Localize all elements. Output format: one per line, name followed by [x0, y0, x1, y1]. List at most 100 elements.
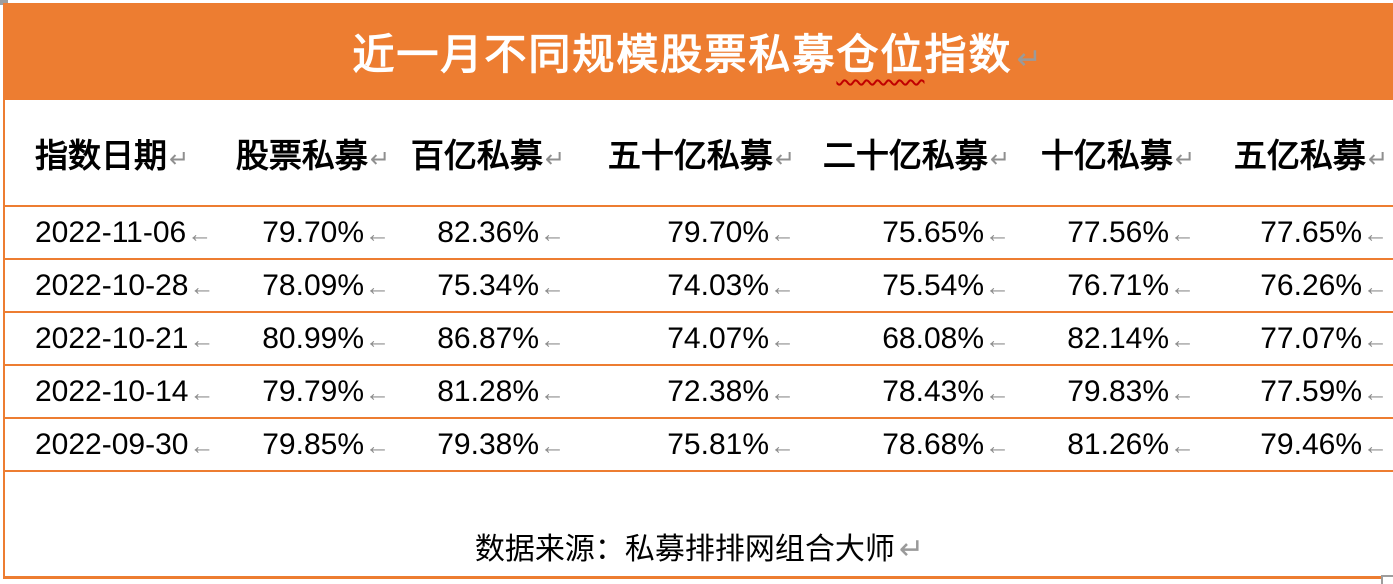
table-cell: 2022-09-30← — [4, 418, 211, 472]
header-row: 指数日期↵ 股票私募↵ 百亿私募↵ 五十亿私募↵ 二十亿私募↵ 十亿私募↵ 五亿… — [4, 100, 1393, 207]
cell-value: 79.79% — [262, 374, 364, 408]
spellcheck-underlined-text: 仓位 — [836, 31, 925, 78]
cell-value: 79.83% — [1067, 374, 1169, 408]
table-cell: 78.09%← — [211, 259, 396, 313]
cell-value: 78.68% — [882, 427, 984, 461]
cell-end-mark-icon: ← — [1363, 325, 1388, 354]
cell-value: 2022-10-14 — [35, 374, 189, 408]
cell-end-mark-icon: ← — [985, 378, 1010, 407]
table-cell: 75.65%← — [801, 206, 1016, 260]
table-cell: 75.54%← — [801, 259, 1016, 313]
header-label: 五十亿私募 — [607, 136, 773, 174]
cell-value: 77.65% — [1260, 215, 1362, 249]
cell-value: 2022-10-21 — [35, 321, 189, 355]
cell-end-mark-icon: ← — [1363, 378, 1388, 407]
cell-end-mark-icon: ← — [770, 325, 795, 354]
cell-end-mark-icon: ← — [540, 272, 565, 301]
paragraph-mark-icon: ↵ — [369, 145, 390, 173]
table-cell: 86.87%← — [396, 312, 571, 366]
table-cell: 2022-10-14← — [4, 365, 211, 419]
cell-value: 81.26% — [1067, 427, 1169, 461]
cell-value: 77.56% — [1067, 215, 1169, 249]
cell-end-mark-icon: ← — [770, 378, 795, 407]
table-cell: 78.68%← — [801, 418, 1016, 472]
table-cell: 75.34%← — [396, 259, 571, 313]
table-cell: 74.03%← — [571, 259, 801, 313]
table-move-handle-icon[interactable] — [0, 0, 8, 5]
table-cell: 77.65%← — [1201, 206, 1393, 260]
cell-value: 79.70% — [262, 215, 364, 249]
header-label: 二十亿私募 — [822, 136, 988, 174]
cell-end-mark-icon: ← — [770, 431, 795, 460]
cell-value: 75.81% — [667, 427, 769, 461]
table-row: 2022-10-14← 79.79%← 81.28%← 72.38%← 78.4… — [4, 365, 1393, 419]
table-cell: 78.43%← — [801, 365, 1016, 419]
table-cell: 72.38%← — [571, 365, 801, 419]
header-cell: 十亿私募↵ — [1016, 100, 1201, 207]
cell-end-mark-icon: ← — [1170, 378, 1195, 407]
header-cell: 指数日期↵ — [4, 100, 211, 207]
header-label: 股票私募 — [235, 136, 368, 174]
table-cell: 80.99%← — [211, 312, 396, 366]
header-cell: 五亿私募↵ — [1201, 100, 1393, 207]
cell-value: 2022-09-30 — [35, 427, 189, 461]
cell-end-mark-icon: ← — [540, 219, 565, 248]
cell-end-mark-icon: ← — [985, 431, 1010, 460]
cell-end-mark-icon: ← — [189, 326, 211, 354]
header-label: 十亿私募 — [1040, 136, 1173, 174]
cell-value: 74.03% — [667, 268, 769, 302]
cell-value: 79.70% — [667, 215, 769, 249]
cell-end-mark-icon: ← — [1170, 219, 1195, 248]
cell-end-mark-icon: ← — [985, 219, 1010, 248]
cell-value: 72.38% — [667, 374, 769, 408]
cell-value: 68.08% — [882, 321, 984, 355]
cell-end-mark-icon: ← — [985, 325, 1010, 354]
cell-end-mark-icon: ← — [1363, 272, 1388, 301]
table-cell: 75.81%← — [571, 418, 801, 472]
data-source-cell: 数据来源：私募排排网组合大师 ↵ — [4, 471, 1393, 579]
table-cell: 2022-10-21← — [4, 312, 211, 366]
cell-end-mark-icon: ← — [1363, 219, 1388, 248]
cell-value: 76.26% — [1260, 268, 1362, 302]
paragraph-mark-icon: ↵ — [1174, 145, 1195, 173]
cell-end-mark-icon: ← — [365, 219, 390, 248]
cell-value: 76.71% — [1067, 268, 1169, 302]
table-cell: 76.71%← — [1016, 259, 1201, 313]
position-index-table: 指数日期↵ 股票私募↵ 百亿私募↵ 五十亿私募↵ 二十亿私募↵ 十亿私募↵ 五亿… — [3, 100, 1393, 579]
table-resize-handle-icon[interactable] — [1381, 575, 1393, 584]
cell-value: 75.65% — [882, 215, 984, 249]
header-cell: 二十亿私募↵ — [801, 100, 1016, 207]
paragraph-mark-icon: ↵ — [989, 145, 1010, 173]
cell-value: 77.07% — [1260, 321, 1362, 355]
cell-end-mark-icon: ← — [365, 378, 390, 407]
table-cell: 79.70%← — [211, 206, 396, 260]
table-cell: 74.07%← — [571, 312, 801, 366]
table-cell: 81.28%← — [396, 365, 571, 419]
cell-value: 82.14% — [1067, 321, 1169, 355]
cell-end-mark-icon: ← — [189, 379, 211, 407]
cell-value: 79.38% — [437, 427, 539, 461]
cell-value: 77.59% — [1260, 374, 1362, 408]
table-cell: 2022-10-28← — [4, 259, 211, 313]
table-cell: 68.08%← — [801, 312, 1016, 366]
cell-end-mark-icon: ← — [189, 273, 211, 301]
cell-end-mark-icon: ← — [1170, 325, 1195, 354]
cell-value: 79.85% — [262, 427, 364, 461]
table-cell: 79.85%← — [211, 418, 396, 472]
table-cell: 79.83%← — [1016, 365, 1201, 419]
table-cell: 79.79%← — [211, 365, 396, 419]
footer-row: 数据来源：私募排排网组合大师 ↵ — [4, 471, 1393, 579]
cell-value: 78.43% — [882, 374, 984, 408]
table-cell: 2022-11-06← — [4, 206, 211, 260]
cell-value: 75.54% — [882, 268, 984, 302]
header-cell: 百亿私募↵ — [396, 100, 571, 207]
title-text-pre: 近一月不同规模股票私募 — [352, 31, 837, 78]
cell-value: 74.07% — [667, 321, 769, 355]
paragraph-mark-icon: ↵ — [1367, 145, 1388, 173]
table-row: 2022-10-28← 78.09%← 75.34%← 74.03%← 75.5… — [4, 259, 1393, 313]
cell-value: 75.34% — [437, 268, 539, 302]
paragraph-mark-icon: ↵ — [1016, 43, 1044, 76]
header-cell: 五十亿私募↵ — [571, 100, 801, 207]
table-cell: 77.59%← — [1201, 365, 1393, 419]
